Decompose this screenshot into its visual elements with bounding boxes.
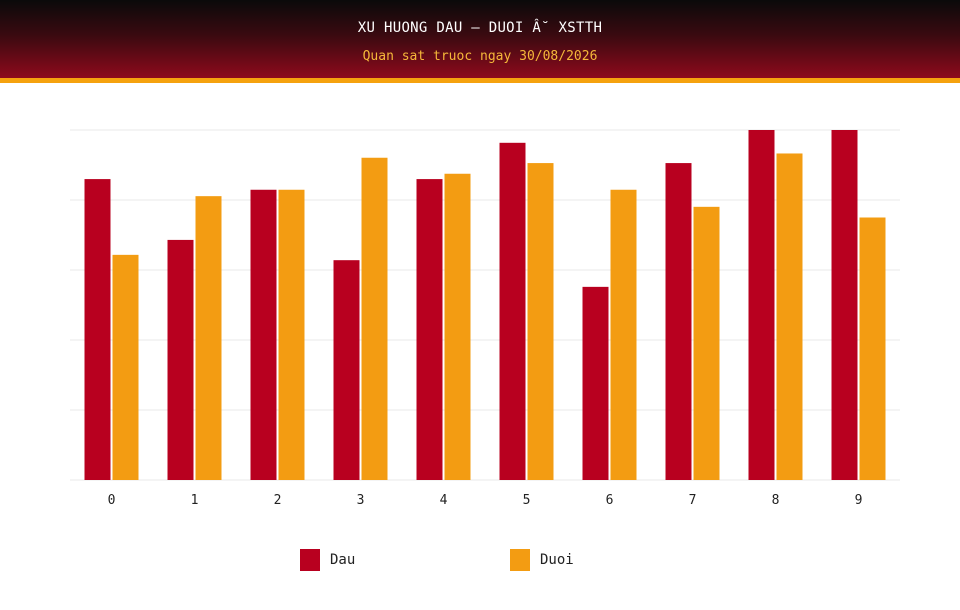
bar-dau-7[interactable] [665,163,692,480]
bar-duoi-0[interactable] [112,254,139,480]
bars [84,130,886,481]
bar-dau-2[interactable] [250,189,277,480]
chart-title: XU HUONG DAU – DUOI Â˘ XSTTH [357,20,603,36]
bar-duoi-3[interactable] [361,157,388,480]
bar-dau-9[interactable] [831,130,858,480]
bar-duoi-2[interactable] [278,189,305,480]
legend-swatch-duoi [510,549,530,571]
chart-header: XU HUONG DAU – DUOI Â˘ XSTTH Quan sat tr… [0,0,960,83]
bar-duoi-1[interactable] [195,196,222,480]
x-tick-label: 9 [855,493,863,508]
bar-dau-5[interactable] [499,142,526,480]
x-tick-label: 6 [606,493,614,508]
x-tick-labels: 0 1 2 3 4 5 6 7 8 9 [108,493,863,508]
bar-dau-6[interactable] [582,286,609,480]
bar-dau-1[interactable] [167,239,194,480]
bar-duoi-5[interactable] [527,163,554,480]
chart-subtitle: Quan sat truoc ngay 30/08/2026 [362,49,598,64]
legend-label-dau: Dau [330,552,356,568]
x-tick-label: 4 [440,493,448,508]
bar-duoi-9[interactable] [859,217,886,481]
bar-dau-4[interactable] [416,179,443,480]
bar-duoi-7[interactable] [693,206,720,480]
bar-dau-8[interactable] [748,130,775,480]
x-tick-label: 8 [772,493,780,508]
x-tick-label: 3 [357,493,365,508]
x-tick-label: 0 [108,493,116,508]
legend-item-dau[interactable]: Dau [300,549,355,571]
legend-item-duoi[interactable]: Duoi [510,549,574,571]
x-tick-label: 5 [523,493,531,508]
x-tick-label: 7 [689,493,697,508]
legend-swatch-dau [300,549,320,571]
x-tick-label: 2 [274,493,282,508]
legend-label-duoi: Duoi [540,552,574,568]
bar-duoi-6[interactable] [610,189,637,480]
x-tick-label: 1 [191,493,199,508]
bar-duoi-8[interactable] [776,153,803,480]
bar-dau-3[interactable] [333,260,360,480]
bar-dau-0[interactable] [84,179,111,480]
bar-duoi-4[interactable] [444,173,471,480]
grid-lines [70,129,900,481]
